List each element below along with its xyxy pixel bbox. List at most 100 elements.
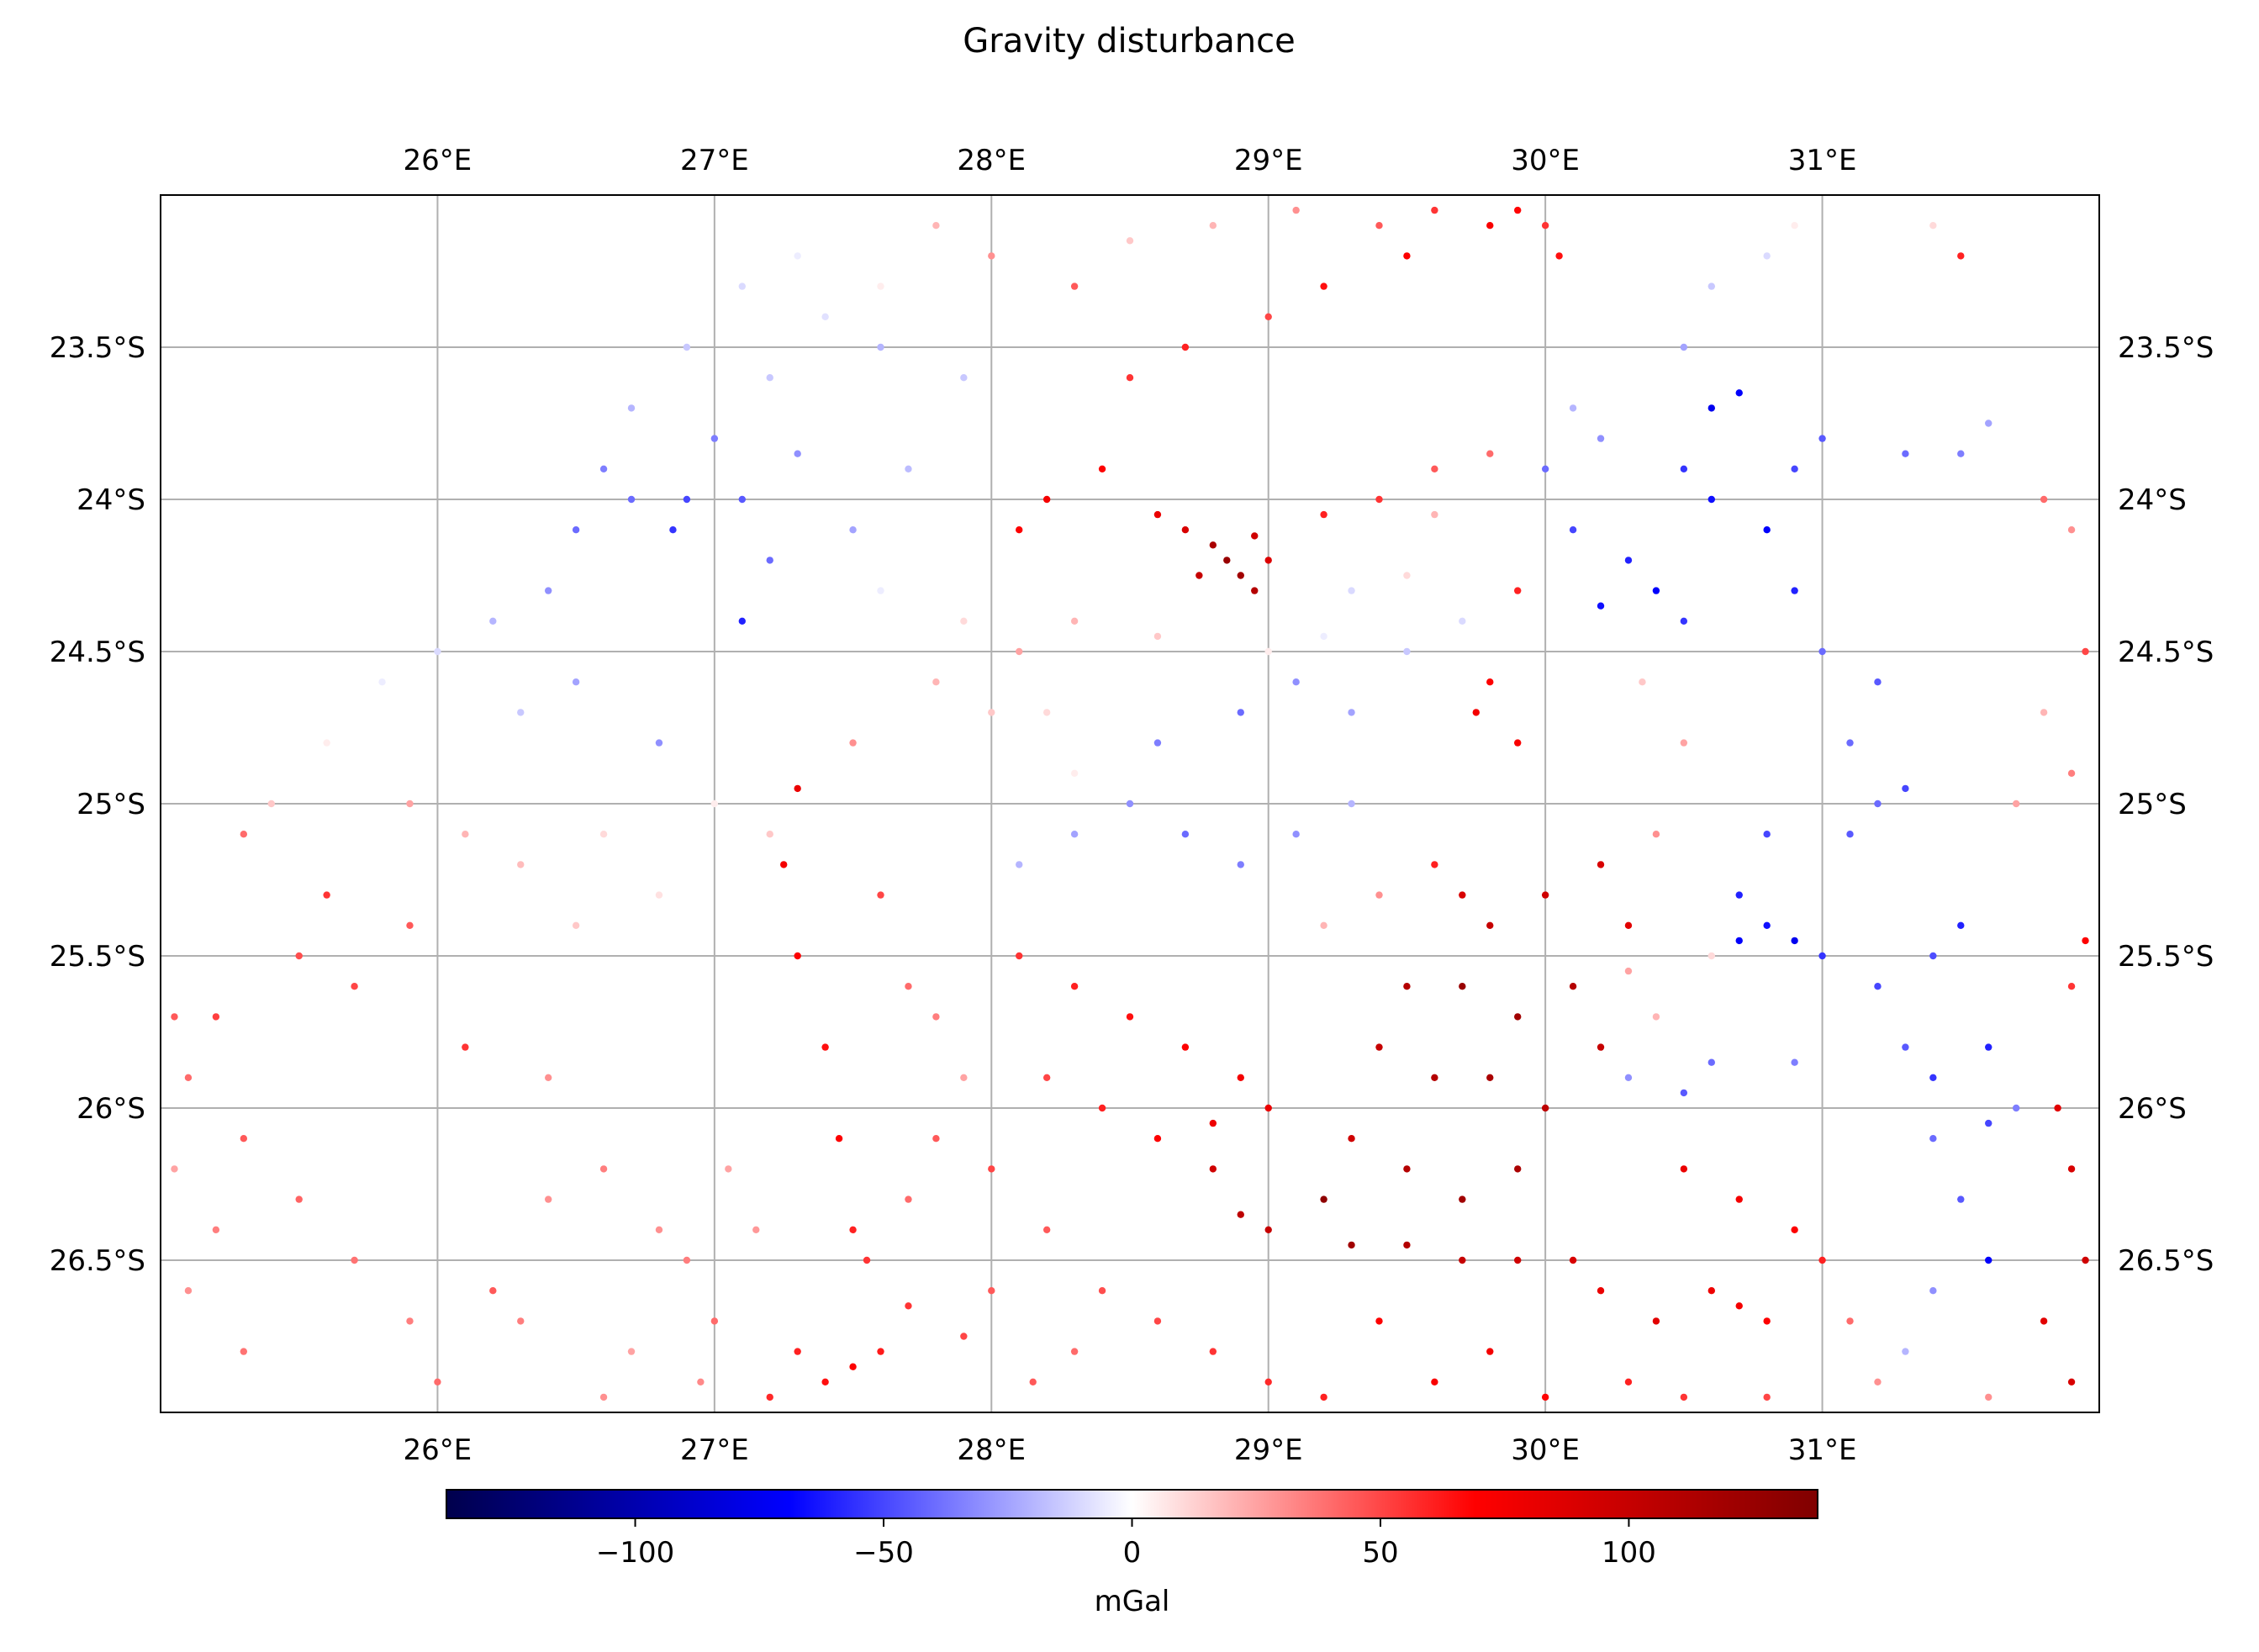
data-point xyxy=(1486,450,1494,457)
data-point xyxy=(725,1165,732,1173)
data-point xyxy=(1237,861,1244,868)
data-point xyxy=(1126,800,1134,808)
data-point xyxy=(1874,800,1882,808)
data-point xyxy=(2067,983,2076,990)
data-point xyxy=(1624,967,1633,975)
data-point xyxy=(1209,1348,1217,1355)
data-point xyxy=(1126,374,1134,382)
data-point xyxy=(1541,1104,1549,1112)
data-point xyxy=(1486,1348,1494,1355)
data-point xyxy=(1929,1074,1937,1082)
data-point xyxy=(738,495,746,504)
data-point xyxy=(1320,1393,1327,1401)
data-point xyxy=(1791,1226,1798,1234)
data-point xyxy=(683,343,691,351)
data-point xyxy=(1042,709,1051,716)
x-tick-label-top: 28°E xyxy=(957,144,1026,177)
data-point xyxy=(517,861,525,868)
data-point xyxy=(517,1317,525,1325)
data-point xyxy=(1791,937,1798,945)
data-point xyxy=(932,678,940,686)
data-point xyxy=(988,709,995,716)
data-point xyxy=(960,617,968,625)
data-point xyxy=(1569,1256,1577,1264)
data-point xyxy=(2067,769,2076,777)
data-point xyxy=(1320,632,1327,641)
colorbar-label: mGal xyxy=(1095,1585,1170,1618)
data-point xyxy=(462,1043,469,1051)
data-point xyxy=(1016,952,1023,960)
data-point xyxy=(932,1013,940,1021)
x-tick-label-top: 29°E xyxy=(1234,144,1303,177)
data-point xyxy=(710,435,719,442)
data-point xyxy=(2040,495,2048,504)
data-point xyxy=(794,252,801,260)
data-point xyxy=(1431,206,1438,214)
data-point xyxy=(406,921,414,930)
data-point xyxy=(1348,587,1355,594)
data-point xyxy=(1181,831,1190,838)
y-tick-label-left: 24°S xyxy=(77,483,145,517)
data-point xyxy=(1763,831,1771,838)
data-point xyxy=(1514,587,1522,594)
data-point xyxy=(267,800,275,808)
data-point xyxy=(877,891,884,899)
data-point xyxy=(627,1348,636,1355)
data-point xyxy=(1181,526,1190,534)
data-point xyxy=(697,1378,705,1386)
data-point xyxy=(849,526,857,534)
data-point xyxy=(1016,861,1023,868)
data-point xyxy=(323,891,330,899)
data-point xyxy=(1791,587,1798,594)
data-point xyxy=(1209,541,1217,549)
data-point xyxy=(1735,389,1743,397)
data-point xyxy=(572,678,580,686)
data-point xyxy=(212,1226,220,1234)
data-point xyxy=(877,1348,884,1355)
data-point xyxy=(1929,952,1937,960)
data-point xyxy=(240,1348,248,1355)
chart-title: Gravity disturbance xyxy=(963,22,1296,61)
data-point xyxy=(627,495,636,504)
data-point xyxy=(1985,1256,1992,1264)
data-point xyxy=(1929,222,1937,230)
data-point xyxy=(1431,510,1438,519)
data-point xyxy=(1472,709,1480,716)
x-tick-label-bottom: 27°E xyxy=(680,1433,749,1467)
data-point xyxy=(1652,1317,1660,1325)
data-point xyxy=(1541,222,1549,230)
data-point xyxy=(905,1302,912,1310)
data-point xyxy=(1680,1165,1688,1173)
data-point xyxy=(2012,800,2020,808)
data-point xyxy=(1348,1135,1355,1143)
data-point xyxy=(572,921,580,930)
data-point xyxy=(1375,1043,1383,1051)
data-point xyxy=(1431,1378,1438,1386)
data-point xyxy=(1375,222,1383,230)
data-point xyxy=(794,784,801,793)
data-point xyxy=(1264,647,1272,656)
data-point xyxy=(766,557,773,564)
data-point xyxy=(1624,557,1633,564)
data-point xyxy=(960,1333,968,1340)
y-tick-label-right: 26.5°S xyxy=(2118,1244,2214,1278)
data-point xyxy=(905,1195,912,1203)
data-point xyxy=(1042,1226,1051,1234)
data-point xyxy=(1264,1378,1272,1386)
data-point xyxy=(1846,739,1854,747)
data-point xyxy=(877,282,884,290)
data-point xyxy=(1320,510,1327,519)
data-point xyxy=(1957,252,1965,260)
data-point xyxy=(1985,1119,1992,1127)
data-point xyxy=(434,647,441,656)
data-point xyxy=(1237,572,1244,579)
x-tick-label-bottom: 29°E xyxy=(1234,1433,1303,1467)
data-point xyxy=(835,1135,843,1143)
data-point xyxy=(1818,435,1826,442)
data-point xyxy=(1763,252,1771,260)
colorbar: −100 −50 0 50 100 mGal xyxy=(446,1489,1818,1618)
data-point xyxy=(1320,921,1327,930)
data-point xyxy=(780,861,788,868)
data-point xyxy=(1818,647,1826,656)
data-point xyxy=(1735,937,1743,945)
